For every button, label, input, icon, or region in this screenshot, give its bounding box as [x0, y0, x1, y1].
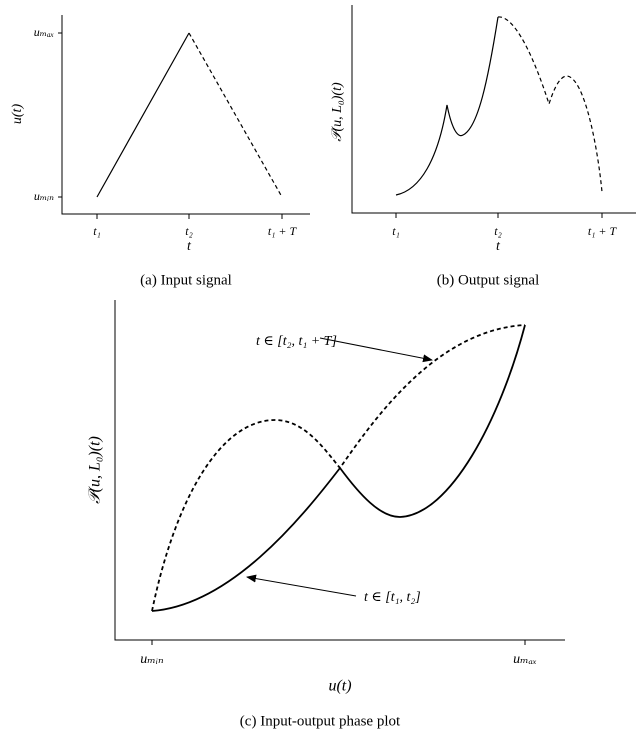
x-label: t — [187, 239, 192, 254]
curve-solid — [395, 16, 499, 196]
axes — [61, 15, 310, 215]
panel-c: 𝒫(u, L₀)(t) t ∈ [t₂, t₁ + T] t ∈ [t₁, t₂… — [87, 300, 565, 729]
y-label: 𝒫(u, L₀)(t) — [87, 436, 104, 504]
x-tick-label: uₘᵢₙ — [140, 652, 164, 667]
y-label: u(t) — [10, 104, 25, 125]
x-tick-label: t₁ + T — [268, 224, 298, 238]
caption: (b) Output signal — [437, 272, 540, 288]
y-label: 𝒫(u, L₀)(t) — [330, 82, 345, 142]
arrow — [319, 337, 433, 363]
axes — [351, 5, 636, 214]
panel-b: 𝒫(u, L₀)(t) t₁ t₂ t₁ + T t (b) Output si… — [330, 5, 636, 288]
x-tick-label: t₂ — [494, 224, 502, 238]
axes — [114, 300, 565, 641]
curve-solid — [151, 324, 526, 612]
x-tick-label: uₘₐₓ — [513, 652, 537, 667]
caption: (c) Input-output phase plot — [240, 713, 401, 729]
panel-a: u(t) uₘₐₓ uₘᵢₙ t₁ t₂ t₁ + T t (a) Input … — [10, 15, 310, 288]
y-tick-label: uₘₐₓ — [34, 25, 54, 39]
curve-solid — [96, 32, 190, 198]
annotation: t ∈ [t₂, t₁ + T] — [256, 334, 337, 349]
curve-dashed — [151, 324, 526, 612]
curve-dashed — [497, 16, 603, 193]
x-tick-label: t₁ + T — [588, 224, 618, 238]
curve-dashed — [188, 32, 283, 198]
x-tick-label: t₂ — [185, 224, 193, 238]
y-tick-label: uₘᵢₙ — [34, 189, 54, 203]
caption: (a) Input signal — [140, 272, 232, 288]
x-label: t — [496, 239, 501, 254]
annotation: t ∈ [t₁, t₂] — [364, 590, 421, 605]
x-label: u(t) — [328, 678, 351, 695]
x-tick-label: t₁ — [93, 224, 101, 238]
ticks — [151, 640, 526, 645]
x-tick-label: t₁ — [392, 224, 400, 238]
ticks — [395, 213, 603, 218]
arrow — [246, 574, 357, 597]
ticks — [58, 32, 283, 219]
